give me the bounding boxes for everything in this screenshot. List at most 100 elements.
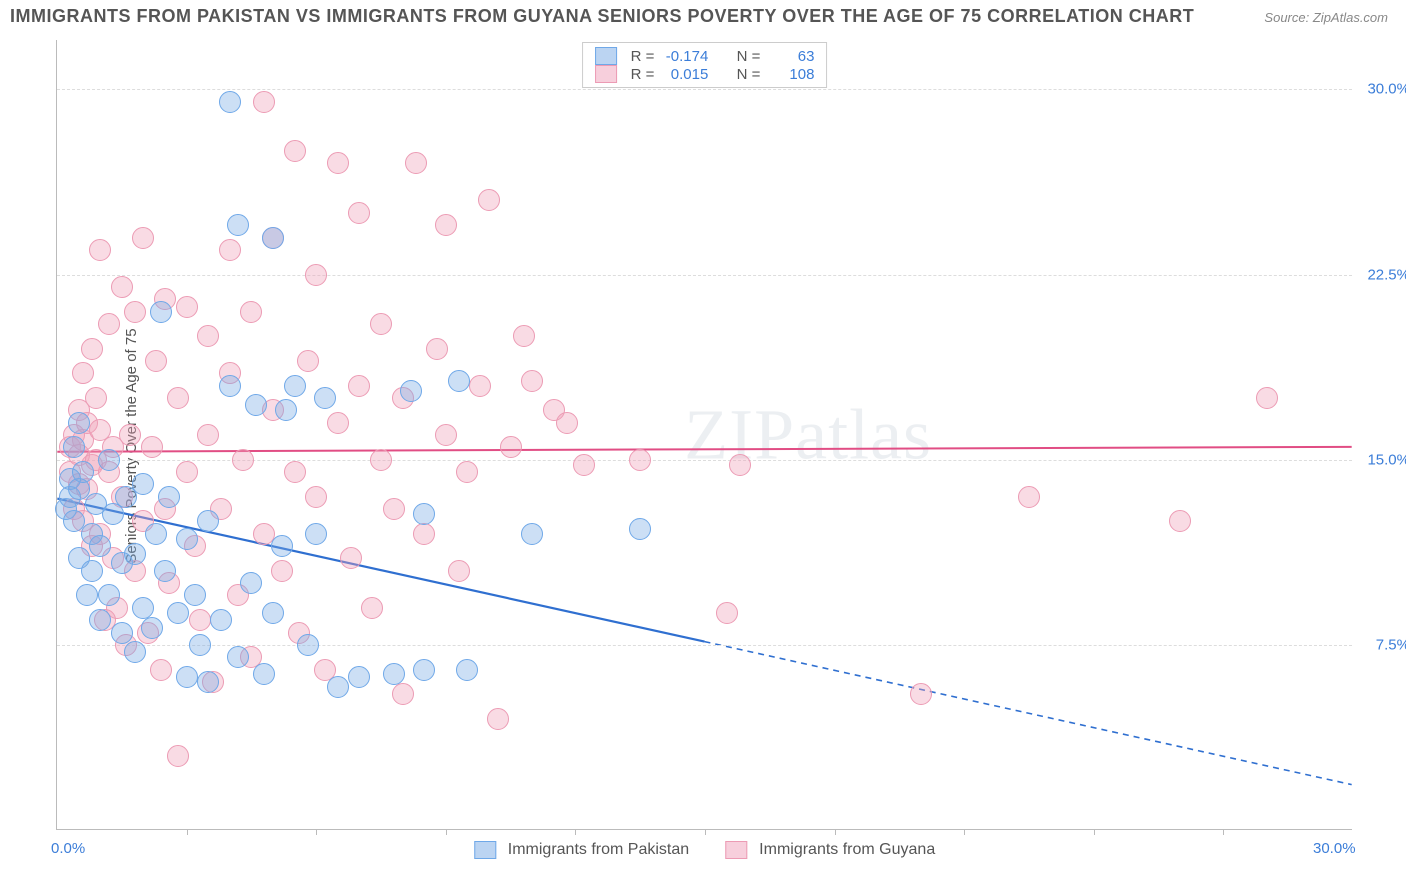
swatch-guyana [595,65,617,83]
scatter-point-pakistan [89,609,111,631]
scatter-point-guyana [197,325,219,347]
scatter-point-pakistan [132,473,154,495]
scatter-point-pakistan [167,602,189,624]
scatter-point-guyana [176,296,198,318]
scatter-point-pakistan [132,597,154,619]
legend-r-value-pakistan: -0.174 [664,48,708,65]
scatter-point-guyana [150,659,172,681]
legend-r-value-guyana: 0.015 [664,66,708,83]
series-label-pakistan: Immigrants from Pakistan [508,841,689,859]
series-legend-item: Immigrants from Pakistan [474,841,689,859]
scatter-point-pakistan [189,634,211,656]
x-tick-mark [835,829,836,835]
gridline [57,89,1352,90]
gridline [57,275,1352,276]
scatter-point-guyana [81,338,103,360]
scatter-point-guyana [119,424,141,446]
y-tick-label: 7.5% [1356,636,1406,653]
scatter-point-guyana [556,412,578,434]
scatter-point-pakistan [227,214,249,236]
swatch-guyana [725,841,747,859]
scatter-point-pakistan [111,622,133,644]
scatter-point-guyana [1169,510,1191,532]
scatter-point-pakistan [72,461,94,483]
scatter-point-pakistan [197,671,219,693]
series-legend: Immigrants from Pakistan Immigrants from… [474,841,935,859]
trend-line [57,447,1351,452]
scatter-point-guyana [405,152,427,174]
scatter-point-guyana [145,350,167,372]
swatch-pakistan [595,47,617,65]
scatter-point-pakistan [240,572,262,594]
scatter-point-guyana [1256,387,1278,409]
scatter-point-guyana [327,152,349,174]
x-tick-mark [964,829,965,835]
scatter-point-guyana [629,449,651,471]
source-value: ZipAtlas.com [1313,10,1388,25]
scatter-point-guyana [456,461,478,483]
watermark-text-2: atlas [795,394,932,474]
x-tick-mark [705,829,706,835]
scatter-point-guyana [521,370,543,392]
scatter-point-guyana [500,436,522,458]
scatter-point-guyana [219,239,241,261]
scatter-point-guyana [197,424,219,446]
scatter-point-guyana [167,745,189,767]
scatter-point-pakistan [210,609,232,631]
scatter-point-guyana [716,602,738,624]
scatter-point-guyana [85,387,107,409]
scatter-point-pakistan [63,436,85,458]
scatter-point-guyana [469,375,491,397]
scatter-point-guyana [413,523,435,545]
scatter-point-pakistan [158,486,180,508]
scatter-point-guyana [340,547,362,569]
scatter-point-guyana [435,424,457,446]
scatter-point-pakistan [219,375,241,397]
scatter-point-pakistan [176,666,198,688]
scatter-point-pakistan [184,584,206,606]
y-tick-label: 15.0% [1356,451,1406,468]
scatter-point-guyana [513,325,535,347]
watermark: ZIPatlas [684,393,932,476]
scatter-point-pakistan [456,659,478,681]
scatter-point-pakistan [262,227,284,249]
scatter-point-pakistan [98,449,120,471]
x-tick-mark [316,829,317,835]
scatter-point-pakistan [154,560,176,582]
scatter-point-pakistan [305,523,327,545]
scatter-point-guyana [487,708,509,730]
scatter-point-guyana [89,239,111,261]
scatter-point-pakistan [89,535,111,557]
scatter-point-guyana [1018,486,1040,508]
legend-n-label: N = [737,66,761,83]
scatter-point-pakistan [400,380,422,402]
scatter-point-pakistan [284,375,306,397]
x-tick-mark [1094,829,1095,835]
x-tick-mark [1223,829,1224,835]
scatter-point-pakistan [275,399,297,421]
scatter-point-guyana [348,202,370,224]
scatter-point-guyana [305,264,327,286]
scatter-point-pakistan [271,535,293,557]
correlation-legend-row: R = 0.015 N = 108 [595,65,815,83]
scatter-point-guyana [284,461,306,483]
legend-r-label: R = [631,66,655,83]
scatter-point-guyana [478,189,500,211]
series-label-guyana: Immigrants from Guyana [759,841,935,859]
scatter-point-guyana [426,338,448,360]
y-tick-label: 22.5% [1356,266,1406,283]
scatter-point-pakistan [448,370,470,392]
scatter-point-pakistan [145,523,167,545]
legend-n-value-guyana: 108 [770,66,814,83]
scatter-point-guyana [72,362,94,384]
x-tick-label: 0.0% [51,840,85,857]
scatter-point-pakistan [68,412,90,434]
scatter-point-pakistan [176,528,198,550]
scatter-point-pakistan [150,301,172,323]
scatter-point-guyana [305,486,327,508]
scatter-point-guyana [370,449,392,471]
x-tick-mark [187,829,188,835]
scatter-point-guyana [348,375,370,397]
scatter-point-pakistan [262,602,284,624]
scatter-point-guyana [392,683,414,705]
